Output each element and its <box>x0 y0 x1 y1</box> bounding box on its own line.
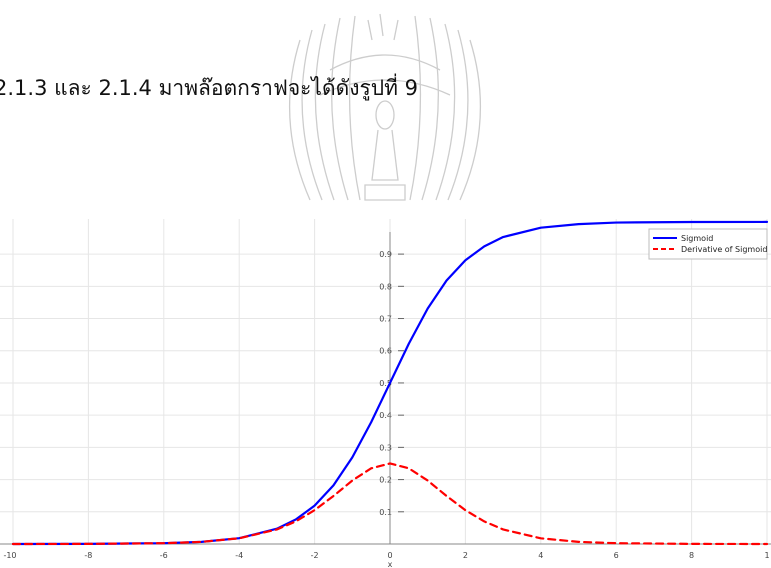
y-tick-label: 0.3 <box>379 443 392 452</box>
x-tick-label: 4 <box>538 551 543 560</box>
x-tick-label: -4 <box>235 551 243 560</box>
y-tick-label: 0.9 <box>379 250 392 259</box>
x-tick-label: -6 <box>160 551 168 560</box>
y-tick-label: 0.7 <box>379 315 392 324</box>
series-line-sigmoid <box>11 220 769 546</box>
y-tick-label: 0.8 <box>379 282 392 291</box>
x-tick-label: 6 <box>614 551 619 560</box>
y-tick-label: 0.2 <box>379 476 392 485</box>
legend: Sigmoid Derivative of Sigmoid <box>648 228 768 260</box>
legend-label: Derivative of Sigmoid <box>681 245 767 254</box>
x-tick-label: 1 <box>764 551 769 560</box>
x-axis-title: x <box>388 560 393 568</box>
series-lines <box>11 220 769 546</box>
x-tick-label: 2 <box>463 551 468 560</box>
y-tick-label: 0.6 <box>379 347 392 356</box>
university-emblem-watermark-icon <box>288 13 482 201</box>
legend-box <box>648 228 768 260</box>
x-tick-label: -2 <box>311 551 319 560</box>
x-tick-label: -8 <box>84 551 92 560</box>
x-tick-label: 0 <box>387 551 392 560</box>
y-tick-label: 0.4 <box>379 411 392 420</box>
x-tick-label: 8 <box>689 551 694 560</box>
x-tick-label: -10 <box>3 551 16 560</box>
y-tick-label: 0.1 <box>379 508 392 517</box>
series-line-derivative <box>11 462 769 546</box>
legend-label: Sigmoid <box>681 234 713 243</box>
y-tick-label: 0.5 <box>379 379 392 388</box>
body-text-line: 2.1.3 และ 2.1.4 มาพล๊อตกราฟจะได้ดังรูปที… <box>0 76 418 100</box>
